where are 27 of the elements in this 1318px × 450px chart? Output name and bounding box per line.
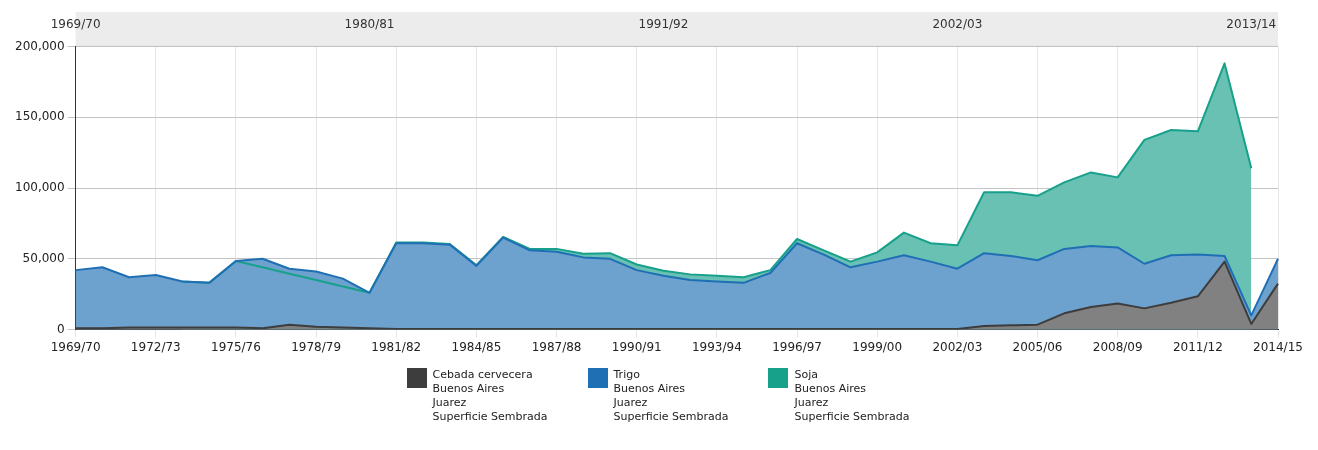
x-tick-label: 1991/92: [638, 17, 689, 32]
y-tick-label: 0: [56, 321, 65, 336]
x-tick-label: 1969/70: [50, 339, 101, 354]
x-tick-label: 1978/79: [291, 339, 342, 354]
x-tick-label: 2013/14: [1226, 17, 1277, 32]
x-tick-label: 1981/82: [371, 339, 422, 354]
x-tick-label: 1999/00: [852, 339, 903, 354]
x-tick-label: 2008/09: [1092, 339, 1143, 354]
x-tick-label: 2011/12: [1172, 339, 1223, 354]
legend-label: Trigo Buenos Aires Juarez Superficie Sembrada: [613, 368, 729, 424]
legend-label: Cebada cervecera Buenos Aires Juarez Superficie Sembrada: [432, 368, 548, 424]
x-tick-label: 1975/76: [211, 339, 261, 354]
x-tick-label: 2002/03: [932, 339, 983, 354]
y-tick-label: 100,000: [15, 180, 65, 195]
y-tick-label: 200,000: [15, 38, 65, 53]
x-tick-label: 1987/88: [531, 339, 582, 354]
x-tick-label: 1980/81: [344, 17, 395, 32]
x-tick-label: 1990/91: [611, 339, 662, 354]
y-tick-label: 50,000: [22, 250, 65, 265]
x-tick-label: 1984/85: [451, 339, 502, 354]
legend-label: Soja Buenos Aires Juarez Superficie Sembrada: [794, 368, 910, 424]
x-tick-label: 2014/15: [1253, 339, 1303, 354]
x-tick-label: 2005/06: [1012, 339, 1063, 354]
y-tick-label: 150,000: [15, 109, 65, 124]
x-tick-label: 1996/97: [772, 339, 822, 354]
x-tick-label: 1972/73: [130, 339, 181, 354]
x-tick-label: 1993/94: [691, 339, 742, 354]
